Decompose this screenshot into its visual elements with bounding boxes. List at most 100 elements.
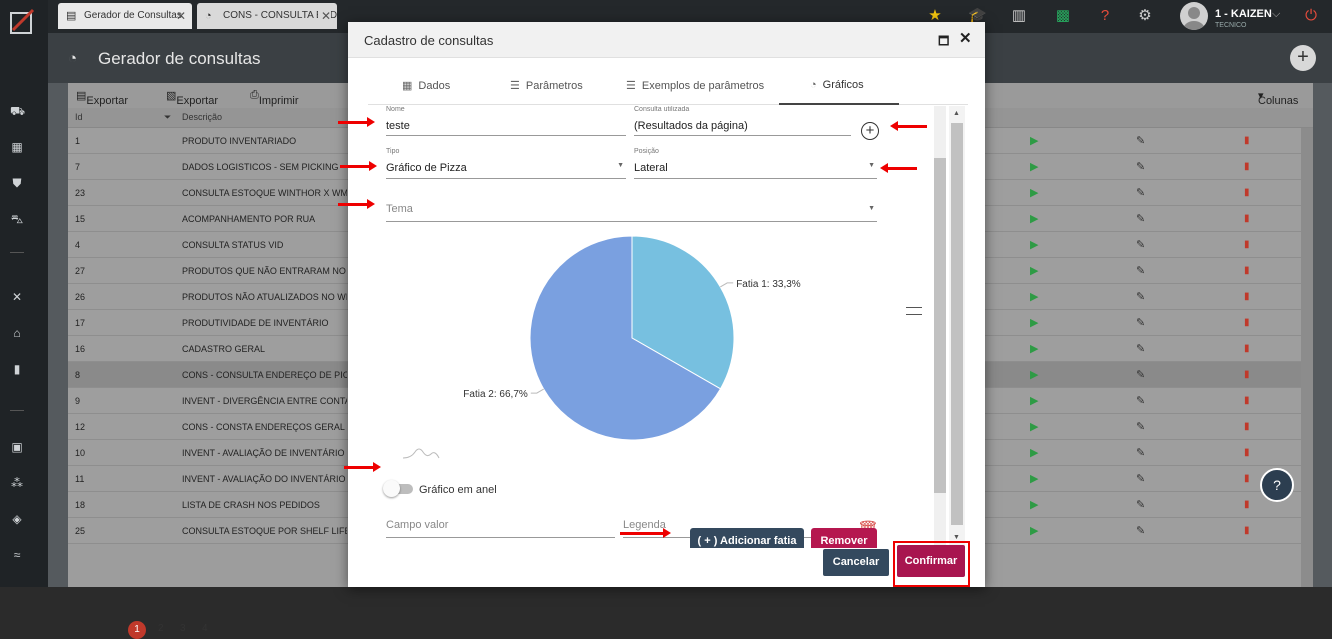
edit-icon[interactable]: ✎ <box>1136 421 1146 433</box>
dialog-scrollbar[interactable]: ▲ ▼ <box>949 106 965 546</box>
tab-parametros[interactable]: ☰ Parâmetros <box>510 79 583 92</box>
edit-icon[interactable]: ✎ <box>1136 265 1146 277</box>
trash-icon[interactable]: ▮ <box>1244 525 1250 536</box>
trash-icon[interactable]: ▮ <box>1244 499 1250 510</box>
edit-icon[interactable]: ✎ <box>1136 239 1146 251</box>
chart-line-icon[interactable]: ≈ <box>13 548 21 562</box>
add-slice-button[interactable]: ( + ) Adicionar fatia <box>690 528 804 548</box>
play-icon[interactable]: ▶ <box>1030 421 1039 433</box>
play-icon[interactable]: ▶ <box>1030 317 1039 329</box>
trash-icon[interactable]: ▮ <box>1244 135 1250 146</box>
export-excel-button[interactable]: ▤ Exportar Excel <box>76 89 128 119</box>
edit-icon[interactable]: ✎ <box>1136 499 1146 511</box>
edit-icon[interactable]: ✎ <box>1136 161 1146 173</box>
edit-icon[interactable]: ✎ <box>1136 343 1146 355</box>
maximize-icon[interactable]: 🗖 <box>938 34 950 48</box>
edit-icon[interactable]: ✎ <box>1136 135 1146 147</box>
page-2-button[interactable]: 2 <box>158 623 164 634</box>
logout-icon[interactable]: ⏻ <box>1305 7 1317 24</box>
donut-toggle-knob[interactable] <box>383 480 400 497</box>
value-field-input[interactable]: Campo valor <box>386 512 615 538</box>
edit-icon[interactable]: ✎ <box>1136 525 1146 537</box>
play-icon[interactable]: ▶ <box>1030 239 1039 251</box>
network-icon[interactable]: ⁂ <box>11 476 23 490</box>
edit-icon[interactable]: ✎ <box>1136 187 1146 199</box>
play-icon[interactable]: ▶ <box>1030 525 1039 537</box>
theme-select[interactable]: Tema ▼ <box>386 198 877 222</box>
gear-icon[interactable]: ⚙ <box>1138 7 1152 24</box>
star-icon[interactable]: ★ <box>928 7 942 24</box>
columns-button[interactable]: Colunas ▾ <box>1258 90 1299 107</box>
panel-scrollbar[interactable] <box>934 106 946 546</box>
boxes-icon[interactable]: ▦ <box>11 140 23 154</box>
play-icon[interactable]: ▶ <box>1030 161 1039 173</box>
play-icon[interactable]: ▶ <box>1030 343 1039 355</box>
play-icon[interactable]: ▶ <box>1030 265 1039 277</box>
pie-slice-2[interactable] <box>529 236 722 441</box>
name-field[interactable]: Nome teste <box>386 106 626 136</box>
print-button[interactable]: ⎙ Imprimir <box>250 89 299 107</box>
tab-cons-consulta[interactable]: ◔ CONS - CONSULTA ENDE ✕ <box>197 3 337 29</box>
play-icon[interactable]: ▶ <box>1030 291 1039 303</box>
edit-icon[interactable]: ✎ <box>1136 317 1146 329</box>
play-icon[interactable]: ▶ <box>1030 135 1039 147</box>
trash-icon[interactable]: ▮ <box>1244 369 1250 380</box>
header-description[interactable]: Descrição <box>182 112 223 122</box>
donut-toggle[interactable] <box>389 484 413 494</box>
trash-icon[interactable]: ▮ <box>1244 343 1250 354</box>
trash-icon[interactable]: ▮ <box>1244 421 1250 432</box>
edit-icon[interactable]: ✎ <box>1136 473 1146 485</box>
pie-slice-1[interactable] <box>631 236 735 390</box>
tag-icon[interactable]: ◈ <box>12 512 22 526</box>
edit-icon[interactable]: ✎ <box>1136 395 1146 407</box>
help-circle-icon[interactable]: ? <box>1100 7 1110 24</box>
play-icon[interactable]: ▶ <box>1030 473 1039 485</box>
edit-icon[interactable]: ✎ <box>1136 369 1146 381</box>
edit-icon[interactable]: ✎ <box>1136 213 1146 225</box>
grid-scrollbar[interactable] <box>1301 128 1313 587</box>
cancel-button[interactable]: Cancelar <box>823 549 889 576</box>
drag-handle-icon[interactable] <box>906 307 922 315</box>
close-icon[interactable]: ✕ <box>959 30 972 47</box>
graduation-cap-icon[interactable]: 🎓 <box>968 7 987 24</box>
trash-icon[interactable]: ▮ <box>1244 265 1250 276</box>
map-icon[interactable]: ▥ <box>1011 7 1027 24</box>
close-icon[interactable]: ✕ <box>175 9 186 23</box>
chart-box-icon[interactable]: ▩ <box>1055 7 1071 24</box>
play-icon[interactable]: ▶ <box>1030 447 1039 459</box>
chart-bar-icon[interactable]: ▮ <box>13 362 21 376</box>
trash-icon[interactable]: ▮ <box>1244 161 1250 172</box>
confirm-button[interactable]: Confirmar <box>897 545 965 577</box>
tab-exemplos-parametros[interactable]: ☰ Exemplos de parâmetros <box>626 79 764 92</box>
query-field[interactable]: Consulta utilizada (Resultados da página… <box>634 106 851 136</box>
play-icon[interactable]: ▶ <box>1030 395 1039 407</box>
help-button[interactable]: ? <box>1260 468 1294 502</box>
trash-icon[interactable]: ▮ <box>1244 447 1250 458</box>
header-id[interactable]: Id <box>75 112 83 122</box>
scrollbar-thumb[interactable] <box>951 123 963 525</box>
dolly-icon[interactable]: ⛊ <box>12 176 22 190</box>
remove-button[interactable]: Remover <box>811 528 877 548</box>
forklift-icon[interactable]: ⛍ <box>10 212 24 226</box>
play-icon[interactable]: ▶ <box>1030 213 1039 225</box>
tools-icon[interactable]: ✕ <box>11 290 23 304</box>
tab-gerador-consultas[interactable]: ▤ Gerador de Consultas ✕ <box>58 3 192 29</box>
trash-icon[interactable]: ▮ <box>1244 239 1250 250</box>
trash-icon[interactable]: ▮ <box>1244 395 1250 406</box>
tab-dados[interactable]: ▦ Dados <box>402 79 450 92</box>
edit-icon[interactable]: ✎ <box>1136 447 1146 459</box>
page-4-button[interactable]: 4 <box>202 623 208 634</box>
filter-icon[interactable]: ⏷ <box>164 112 172 122</box>
truck-icon[interactable]: ⛟ <box>10 104 26 118</box>
trash-icon[interactable]: ▮ <box>1244 187 1250 198</box>
type-select[interactable]: Tipo Gráfico de Pizza ▼ <box>386 148 626 179</box>
trash-icon[interactable]: ▮ <box>1244 317 1250 328</box>
tab-graficos[interactable]: ◔ Gráficos <box>810 79 864 91</box>
export-pdf-button[interactable]: ▧ Exportar PDF <box>166 89 218 119</box>
close-icon[interactable]: ✕ <box>317 3 331 29</box>
add-query-icon[interactable]: + <box>861 122 879 140</box>
warehouse-icon[interactable]: ⌂ <box>13 326 21 340</box>
edit-icon[interactable]: ✎ <box>1136 291 1146 303</box>
scroll-down-icon[interactable]: ▼ <box>953 534 960 541</box>
trash-icon[interactable]: ▮ <box>1244 213 1250 224</box>
